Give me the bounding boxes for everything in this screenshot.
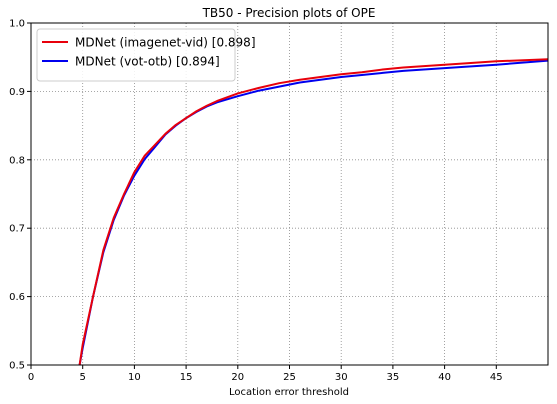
x-tick-label: 45 — [490, 372, 503, 383]
x-tick-label: 35 — [387, 372, 400, 383]
y-tick-label: 0.8 — [9, 155, 25, 166]
chart-title: TB50 - Precision plots of OPE — [202, 6, 376, 20]
x-tick-label: 25 — [283, 372, 296, 383]
series-line-1 — [78, 58, 549, 366]
legend-label-2: MDNet (vot-otb) [0.894] — [75, 55, 220, 69]
x-tick-label: 10 — [128, 372, 141, 383]
x-tick-label: 0 — [28, 372, 34, 383]
legend-box — [36, 28, 236, 82]
x-tick-label: 20 — [231, 372, 244, 383]
y-tick-label: 0.6 — [9, 292, 25, 303]
legend: MDNet (imagenet-vid) [0.898] MDNet (vot-o… — [36, 28, 256, 82]
y-tick-label: 0.5 — [9, 361, 25, 372]
x-tick-label: 30 — [335, 372, 348, 383]
y-tick-label: 1.0 — [9, 19, 25, 30]
legend-label-1: MDNet (imagenet-vid) [0.898] — [75, 36, 256, 50]
y-tick-label: 0.7 — [9, 224, 25, 235]
x-tick-label: 40 — [438, 372, 451, 383]
series-lines — [78, 58, 549, 366]
x-tick-label: 5 — [80, 372, 86, 383]
y-tick-label: 0.9 — [9, 87, 25, 98]
x-axis-label: Location error threshold — [229, 387, 349, 398]
x-tick-label: 15 — [180, 372, 193, 383]
axis-ticks: 0 5 10 15 20 25 30 35 40 45 0.5 0.6 0.7 0.8 0.9 1.0 — [9, 19, 503, 384]
